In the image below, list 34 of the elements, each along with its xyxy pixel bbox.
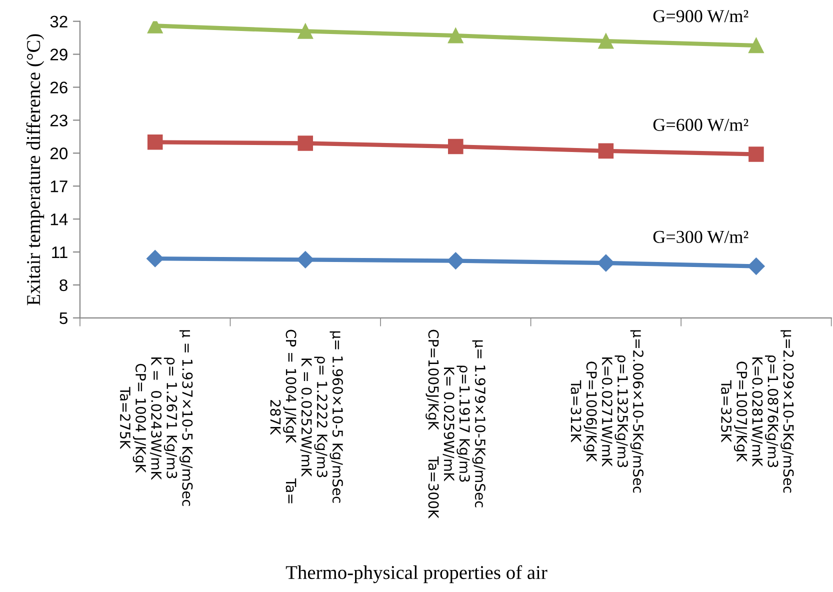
point — [147, 134, 163, 150]
point — [447, 252, 464, 270]
x-tick-label: μ= 1.960×10-5 Kg/mSec ρ= 1.2222 Kg/m3 K = 0.0252W/mK CP = 1004 J/KgK Ta= 287K — [270, 330, 343, 504]
point — [598, 143, 614, 159]
x-tick-label: μ=2.029×10-5Kg/mSec ρ=1.0876Kg/m3 K=0.0281W/mK CP=1007J/KgK Ta=325K — [721, 330, 794, 493]
y-tick-label: 32 — [50, 16, 68, 28]
point — [146, 250, 164, 268]
point — [598, 33, 614, 49]
point — [448, 138, 464, 154]
series-label: G=900 W/m² — [653, 10, 748, 22]
point — [597, 254, 614, 272]
x-tick-label: μ = 1.937×10-5 Kg/mSec ρ= 1.2671 Kg/m3 K = 0.0243W/mK CP= 1004 J/KgK Ta=275K — [120, 330, 193, 506]
point — [298, 24, 314, 39]
y-tick-label: 29 — [50, 48, 68, 60]
y-tick-label: 8 — [60, 279, 68, 292]
x-tick-label: μ=2.006×10-5Kg/mSec ρ=1.1325Kg/m3 K=0.0271W/mK CP=1006J/KgK Ta=312K — [570, 330, 644, 493]
series-label: G=600 W/m² — [653, 118, 748, 132]
y-axis-title: Exitair temperature difference (°C) — [26, 34, 44, 306]
y-tick-label: 20 — [50, 148, 68, 160]
point — [298, 136, 314, 151]
x-axis-title: Thermo-physical properties of air — [286, 565, 548, 584]
point — [748, 38, 764, 54]
point — [748, 146, 764, 162]
y-tick-label: 5 — [60, 312, 68, 324]
x-tick-label: μ= 1.979×10-5Kg/mSec ρ=1.1917 Kg/m3 K= 0.0259W/mK CP=1005J/KgK Ta=300K — [426, 330, 486, 519]
y-tick-label: 26 — [50, 82, 68, 94]
y-tick-label: 14 — [50, 214, 68, 226]
point — [296, 251, 314, 268]
y-tick-label: 11 — [52, 246, 68, 258]
series-label: G=300 W/m² — [653, 230, 748, 244]
point — [748, 258, 765, 275]
y-tick-label: 17 — [50, 180, 68, 192]
y-tick-label: 23 — [50, 114, 68, 126]
point — [448, 28, 464, 44]
